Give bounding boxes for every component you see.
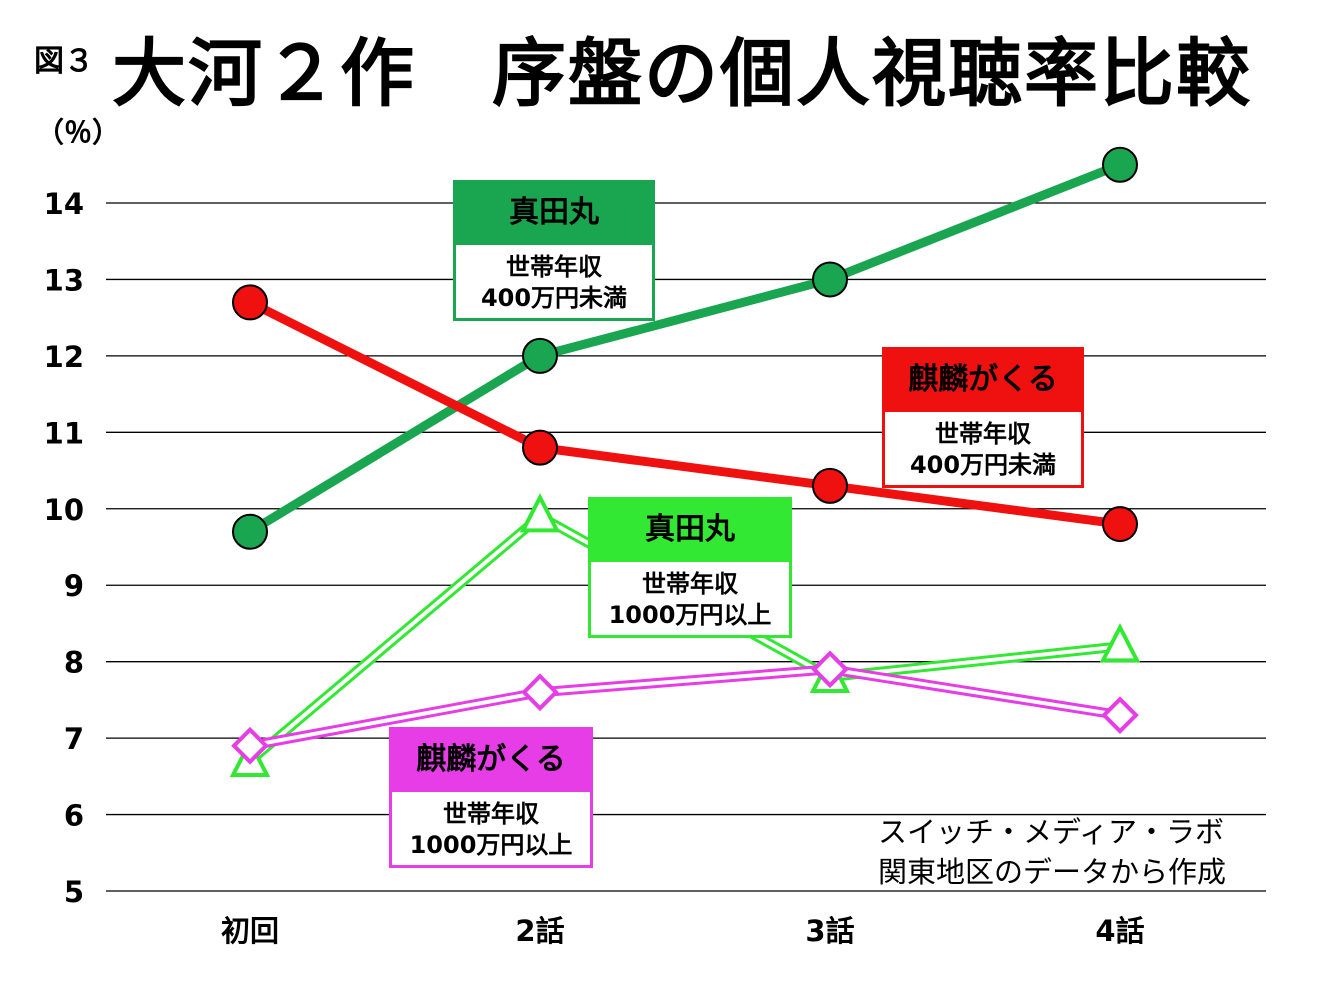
- figure-label: 図３: [34, 44, 94, 79]
- label-series-detail: 世帯年収 1000万円以上: [591, 565, 789, 635]
- series-line-kirin_low: [247, 298, 1121, 529]
- y-tick-label: 14: [44, 187, 84, 221]
- label-kirin-low: 麒麟がくる 世帯年収 400万円未満: [882, 347, 1084, 488]
- y-tick-label: 5: [64, 875, 84, 909]
- label-series-detail: 世帯年収 400万円未満: [456, 248, 652, 318]
- data-point-kirin_high: [811, 650, 849, 689]
- label-line2: 1000万円以上: [409, 831, 573, 859]
- label-series-detail: 世帯年収 1000万円以上: [392, 795, 590, 865]
- x-tick-label: 4話: [1095, 914, 1144, 948]
- data-point-kirin_high: [521, 673, 559, 712]
- data-point-sanada_low: [812, 261, 848, 298]
- source-note-line1: スイッチ・メディア・ラボ: [878, 815, 1224, 849]
- series-lines: [246, 160, 1122, 765]
- label-series-name: 麒麟がくる: [885, 350, 1081, 415]
- source-note-line2: 関東地区のデータから作成: [878, 855, 1227, 889]
- data-point-kirin_low: [522, 429, 558, 466]
- data-point-sanada_high: [1099, 623, 1141, 663]
- label-series-name: 真田丸: [456, 183, 652, 248]
- y-tick-label: 10: [44, 493, 84, 527]
- data-point-sanada_low: [522, 337, 558, 374]
- series-markers: [229, 146, 1141, 778]
- data-point-sanada_low: [232, 513, 268, 550]
- label-series-name: 麒麟がくる: [392, 730, 590, 795]
- y-tick-label: 13: [44, 263, 84, 297]
- data-point-kirin_low: [232, 284, 268, 321]
- data-point-kirin_high: [231, 726, 269, 765]
- x-tick-label: 2話: [515, 914, 564, 948]
- label-line2: 400万円未満: [909, 451, 1057, 479]
- data-point-kirin_high: [1101, 696, 1139, 735]
- label-line1: 世帯年収: [506, 253, 602, 281]
- y-tick-label: 11: [44, 416, 84, 450]
- data-point-kirin_low: [1102, 506, 1138, 543]
- label-line2: 400万円未満: [480, 284, 628, 312]
- data-point-kirin_low: [812, 467, 848, 504]
- label-line1: 世帯年収: [642, 570, 738, 598]
- y-tick-label: 9: [64, 569, 84, 603]
- x-tick-label: 初回: [221, 914, 279, 948]
- label-sanada-high: 真田丸 世帯年収 1000万円以上: [588, 497, 792, 638]
- y-tick-label: 8: [64, 646, 84, 680]
- label-kirin-high: 麒麟がくる 世帯年収 1000万円以上: [389, 727, 593, 868]
- data-point-sanada_high: [519, 493, 561, 533]
- x-tick-labels: 初回 2話 3話 4話: [221, 914, 1145, 948]
- label-line1: 世帯年収: [935, 420, 1031, 448]
- data-point-sanada_low: [1102, 146, 1138, 183]
- y-tick-labels: 5 6 7 8 9 10 11 12 13 14: [44, 187, 84, 909]
- label-series-name: 真田丸: [591, 500, 789, 565]
- series-line-sanada_low: [247, 160, 1122, 536]
- label-sanada-low: 真田丸 世帯年収 400万円未満: [453, 180, 655, 321]
- y-tick-label: 12: [44, 340, 84, 374]
- y-axis-unit: （％）: [36, 116, 120, 149]
- label-series-detail: 世帯年収 400万円未満: [885, 415, 1081, 485]
- x-tick-label: 3話: [805, 914, 854, 948]
- label-line1: 世帯年収: [443, 800, 539, 828]
- y-tick-label: 7: [64, 722, 84, 756]
- series-line-kirin_high-inner: [249, 667, 1121, 748]
- label-line2: 1000万円以上: [608, 601, 772, 629]
- chart-title: 大河２作 序盤の個人視聴率比較: [112, 31, 1252, 117]
- y-tick-label: 6: [64, 799, 84, 833]
